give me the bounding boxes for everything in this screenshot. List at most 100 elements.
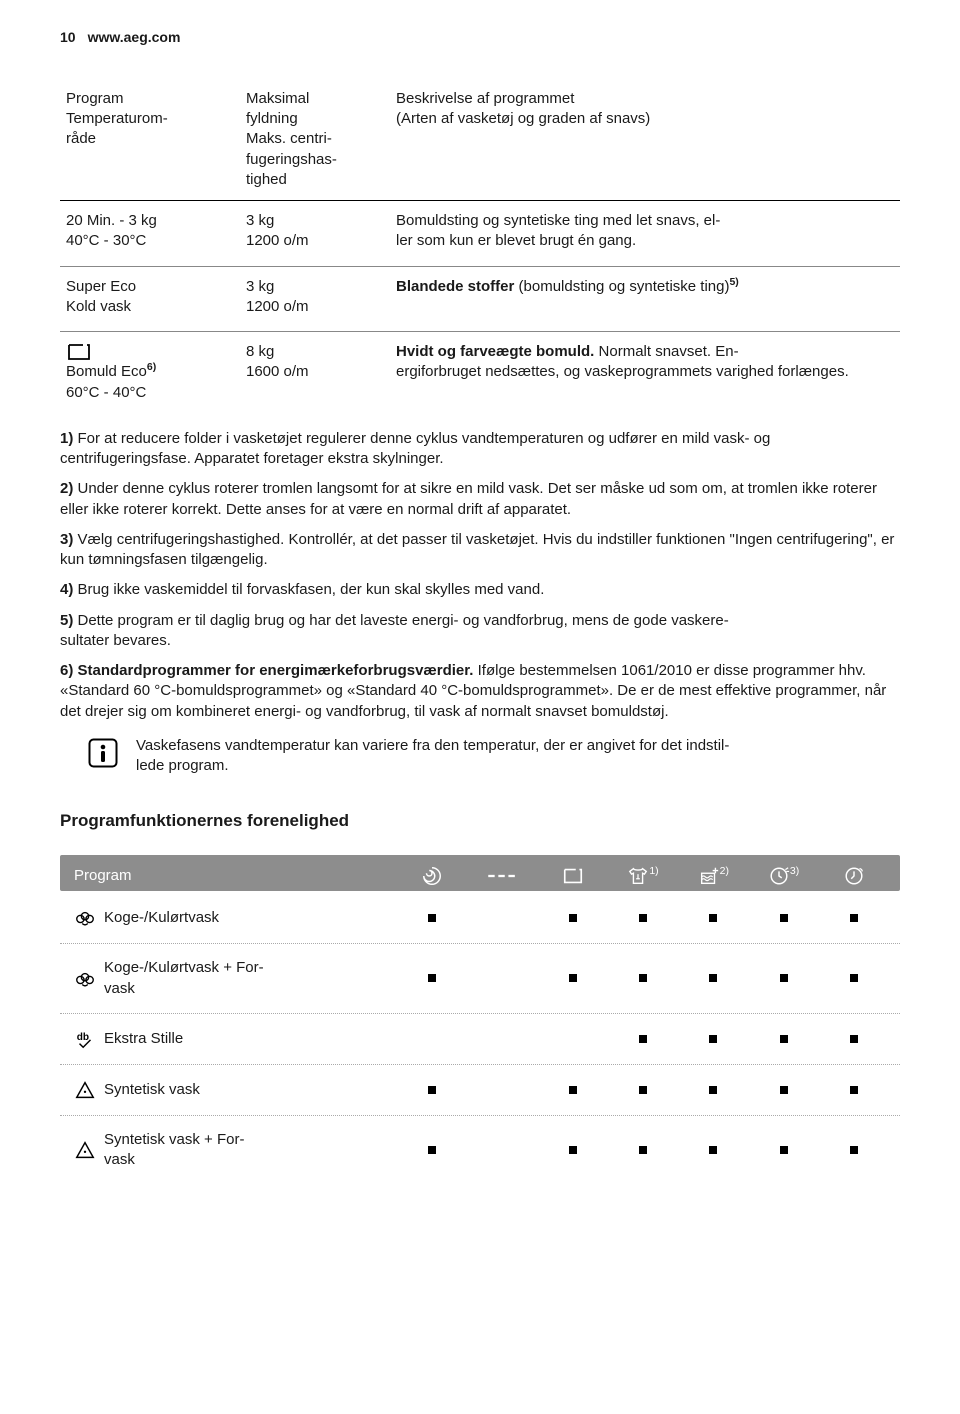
load-line: 1200 o/m [246, 232, 309, 249]
compat-row-name: Koge-/Kulørtvask + For‐ vask [74, 958, 394, 999]
col-program-header: Program Temperaturom‐ råde [60, 83, 240, 201]
compat-rows: Koge-/Kulørtvask Koge-/Kulørtvask + For‐ … [60, 893, 900, 1184]
square-mark [780, 974, 788, 982]
square-mark [569, 1146, 577, 1154]
page-url: www.aeg.com [88, 28, 181, 47]
db-icon: db [74, 1028, 96, 1050]
compat-row-name: db Ekstra Stille [74, 1028, 394, 1050]
compat-header-bar: Program 1) 2) 3) [60, 855, 900, 891]
compat-mark [611, 1140, 675, 1160]
compat-mark [751, 1080, 815, 1100]
square-mark [709, 1035, 717, 1043]
footnote: 4) Brug ikke vaskemiddel til forvaskfase… [60, 580, 900, 600]
compat-mark [541, 908, 605, 928]
footnote-text: Dette program er til daglig brug og har … [60, 612, 729, 649]
triangle-icon [74, 1139, 96, 1161]
program-cell-desc: Blandede stoffer (bomuldsting og synteti… [390, 266, 900, 332]
compat-mark [611, 1080, 675, 1100]
program-name-line: Bomuld Eco6) [66, 363, 156, 380]
square-mark [709, 914, 717, 922]
square-mark [780, 1086, 788, 1094]
square-mark [780, 1146, 788, 1154]
square-mark [709, 974, 717, 982]
col-desc-header: Beskrivelse af programmet (Arten af vask… [390, 83, 900, 201]
footnote: 5) Dette program er til daglig brug og h… [60, 611, 900, 652]
eco-icon [66, 342, 92, 362]
footnote-text: Vælg centrifugeringshastighed. Kontrollé… [60, 531, 894, 568]
compat-row-label: Koge-/Kulørtvask + For‐ vask [104, 958, 264, 999]
page-number: 10 [60, 28, 76, 47]
footnote-num: 1) [60, 430, 73, 447]
program-cell-desc: Bomuldsting og syntetiske ting med let s… [390, 201, 900, 267]
compat-mark [822, 908, 886, 928]
footnote-num: 3) [60, 531, 73, 548]
compat-row-name: Koge-/Kulørtvask [74, 907, 394, 929]
desc-text: (bomuldsting og syntetiske ting) [514, 278, 729, 295]
svg-text:db: db [77, 1032, 89, 1043]
square-mark [780, 914, 788, 922]
square-mark [850, 914, 858, 922]
footnote-num: 2) [60, 480, 73, 497]
square-mark [850, 974, 858, 982]
program-name-line: 40°C - 30°C [66, 232, 146, 249]
compat-mark [541, 1080, 605, 1100]
square-mark [709, 1146, 717, 1154]
program-row: 20 Min. - 3 kg 40°C - 30°C 3 kg 1200 o/m Bom… [60, 201, 900, 267]
square-mark [428, 974, 436, 982]
compat-col-water-icon: 2) [681, 865, 745, 887]
square-mark [639, 974, 647, 982]
compat-col-clock2-icon [822, 865, 886, 887]
col-load-header: Maksimal fyldning Maks. centri‐ fugering… [240, 83, 390, 201]
load-line: 3 kg [246, 212, 274, 229]
cotton-icon [74, 968, 96, 990]
info-note: Vaskefasens vandtemperatur kan variere f… [88, 736, 900, 777]
compat-mark [541, 1140, 605, 1160]
square-mark [850, 1146, 858, 1154]
page: 10 www.aeg.com Program Temperaturom‐ råd… [0, 0, 960, 1414]
compat-mark [611, 968, 675, 988]
footnote: 6) Standardprogrammer for energimærkefor… [60, 661, 900, 722]
compat-mark [611, 908, 675, 928]
compat-col-clock1-icon: 3) [751, 865, 815, 887]
program-name-line: Super Eco [66, 278, 136, 295]
compat-col-spin-icon [400, 865, 464, 887]
load-line: 1600 o/m [246, 363, 309, 380]
cotton-icon [74, 907, 96, 929]
programs-table: Program Temperaturom‐ råde Maksimal fyld… [60, 83, 900, 417]
compat-mark [400, 908, 464, 928]
programs-header-row: Program Temperaturom‐ råde Maksimal fyld… [60, 83, 900, 201]
footnote-num: 6) [60, 662, 73, 679]
program-name-line: 60°C - 40°C [66, 384, 146, 401]
compat-row: Syntetisk vask [60, 1065, 900, 1116]
desc-text: Bomuldsting og syntetiske ting med let s… [396, 212, 720, 249]
program-cell-name: 20 Min. - 3 kg 40°C - 30°C [60, 201, 240, 267]
compat-col-shirt-icon: 1) [611, 865, 675, 887]
footnote-text: For at reducere folder i vasketøjet regu… [60, 430, 770, 467]
square-mark [850, 1086, 858, 1094]
footnote-text: Brug ikke vaskemiddel til forvaskfasen, … [73, 581, 544, 598]
footnote: 1) For at reducere folder i vasketøjet r… [60, 429, 900, 470]
compat-mark [400, 1080, 464, 1100]
footnote-text: Under denne cyklus roterer tromlen langs… [60, 480, 877, 517]
compat-mark [751, 1140, 815, 1160]
compat-mark [611, 1029, 675, 1049]
square-mark [569, 974, 577, 982]
program-name-line: 20 Min. - 3 kg [66, 212, 157, 229]
compat-col-eco-icon [541, 865, 605, 887]
compat-mark [822, 1029, 886, 1049]
compat-row: Syntetisk vask + For‐ vask [60, 1116, 900, 1185]
compat-row-label: Ekstra Stille [104, 1029, 183, 1049]
compat-row-label: Syntetisk vask [104, 1080, 200, 1100]
compat-mark [400, 968, 464, 988]
desc-bold: Blandede stoffer [396, 278, 514, 295]
info-note-text: Vaskefasens vandtemperatur kan variere f… [136, 736, 729, 777]
footnote-bold-lead: Standardprogrammer for energimærkeforbru… [78, 662, 474, 679]
col-sup: 2) [720, 865, 729, 877]
col-sup: 1) [649, 865, 658, 877]
compat-row: Koge-/Kulørtvask + For‐ vask [60, 944, 900, 1014]
compat-mark [681, 908, 745, 928]
square-mark [569, 914, 577, 922]
compat-heading: Programfunktionernes forenelighed [60, 810, 900, 833]
compat-mark [681, 968, 745, 988]
program-cell-load: 3 kg1200 o/m [240, 266, 390, 332]
